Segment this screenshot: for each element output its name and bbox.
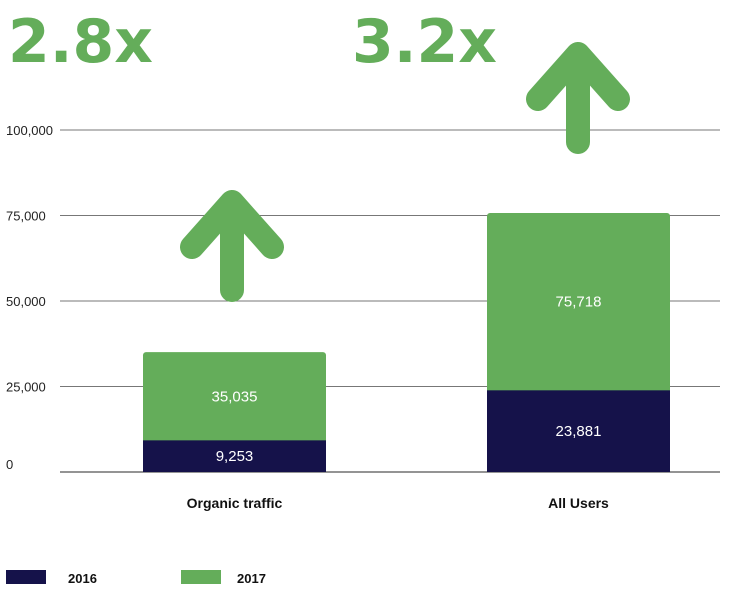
y-tick-label: 100,000 [6,123,53,138]
bar-2016 [143,440,326,472]
bars [143,213,670,472]
legend-swatch [181,570,221,584]
increase-arrows [180,42,630,302]
y-tick-label: 50,000 [6,294,46,309]
arrow-up-icon [526,42,630,154]
data-label-2017: 35,035 [212,388,258,405]
multiplier-label: 2.8x [8,7,153,77]
y-axis-ticks: 0 25,000 50,000 75,000 100,000 [6,123,53,472]
category-labels: Organic traffic All Users [187,495,609,511]
data-label-2017: 75,718 [556,294,602,311]
arrow-up-icon [180,190,284,302]
y-tick-label: 25,000 [6,380,46,395]
y-tick-label: 0 [6,457,13,472]
data-label-2016: 9,253 [216,448,254,465]
bar-2016 [487,390,670,472]
y-tick-label: 75,000 [6,209,46,224]
legend-swatch [6,570,46,584]
legend-label: 2016 [68,571,97,586]
multiplier-label: 3.2x [352,7,497,77]
multiplier-labels: 2.8x 3.2x [8,7,497,77]
data-label-2016: 23,881 [556,423,602,440]
category-label: Organic traffic [187,495,283,511]
legend-label: 2017 [237,571,266,586]
category-label: All Users [548,495,609,511]
legend: 2016 2017 [6,570,266,586]
value-labels: 35,035 9,253 75,718 23,881 [212,294,602,465]
